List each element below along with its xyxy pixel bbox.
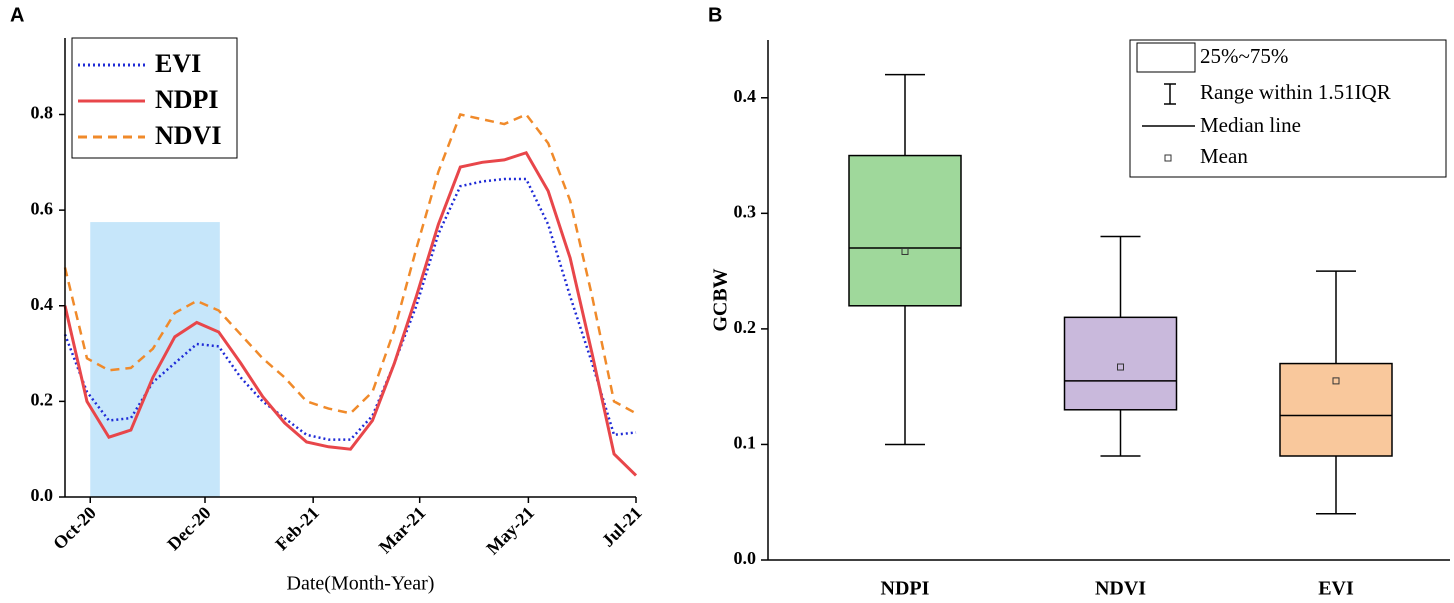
box — [848, 154, 962, 307]
series-line — [63, 112, 637, 415]
x-axis-label: Date(Month-Year) — [287, 573, 435, 595]
series-line — [63, 150, 638, 477]
y-tick-label: 0.1 — [734, 433, 757, 453]
y-tick-label: 0.8 — [31, 103, 54, 123]
legend-mean-swatch — [1164, 154, 1172, 162]
panel-label: B — [708, 4, 722, 26]
legend-label: 25%~75% — [1200, 44, 1288, 68]
y-tick-label: 0.3 — [734, 201, 757, 221]
y-tick-label: 0.0 — [31, 485, 54, 505]
x-tick-label: Feb-21 — [271, 503, 323, 555]
mean-marker — [1332, 377, 1340, 385]
y-tick-label: 0.6 — [31, 198, 54, 218]
panel-label: A — [10, 4, 24, 26]
legend-box-swatch — [1136, 42, 1196, 73]
x-tick-label: Jul-21 — [598, 503, 646, 551]
mean-marker — [901, 247, 909, 255]
highlight-region — [90, 222, 220, 497]
legend-label: Range within 1.51IQR — [1200, 80, 1391, 104]
legend-label: NDPI — [155, 85, 219, 114]
x-tick-label: NDVI — [1095, 578, 1146, 600]
y-axis-label: GCBW — [710, 268, 732, 331]
mean-marker — [1117, 363, 1124, 371]
legend-label: Median line — [1200, 113, 1301, 137]
x-tick-label: EVI — [1318, 578, 1354, 600]
y-tick-label: 0.4 — [31, 294, 54, 314]
box — [1063, 316, 1178, 411]
y-tick-label: 0.4 — [734, 86, 757, 106]
x-tick-label: Dec-20 — [163, 503, 215, 555]
legend-label: NDVI — [155, 121, 221, 150]
legend-label: Mean — [1200, 144, 1248, 168]
y-tick-label: 0.2 — [734, 317, 757, 337]
x-tick-label: NDPI — [881, 578, 930, 600]
legend-label: EVI — [155, 49, 201, 78]
box — [1279, 362, 1393, 457]
y-tick-label: 0.2 — [31, 390, 54, 410]
x-tick-label: Oct-20 — [49, 503, 100, 554]
x-tick-label: May-21 — [482, 503, 538, 559]
y-tick-label: 0.0 — [734, 548, 757, 568]
series-line — [63, 177, 637, 441]
x-tick-label: Mar-21 — [375, 503, 430, 558]
